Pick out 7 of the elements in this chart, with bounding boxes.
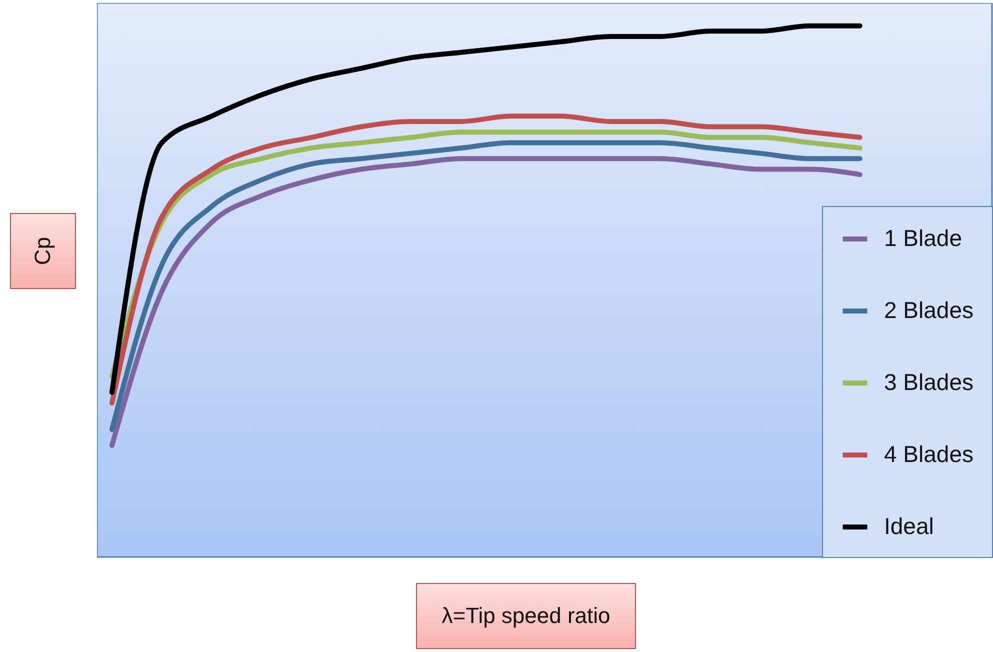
legend-label: 4 Blades [884, 441, 974, 467]
legend-label: 1 Blade [884, 225, 962, 251]
y-axis-title: Cp [30, 236, 56, 266]
legend-label: Ideal [884, 513, 934, 539]
x-axis-title: λ=Tip speed ratio [416, 583, 636, 649]
legend-label: 3 Blades [884, 369, 974, 395]
legend-label: 2 Blades [884, 297, 974, 323]
